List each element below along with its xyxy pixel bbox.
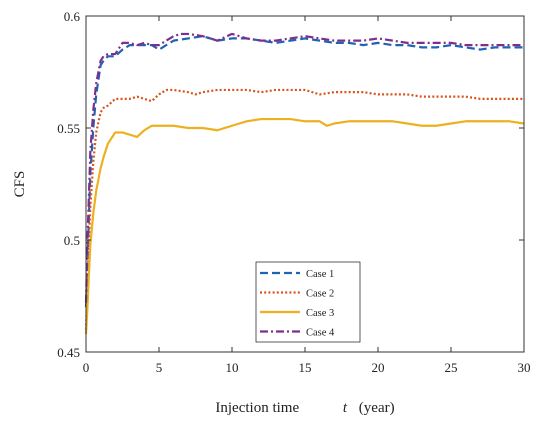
x-axis-label-text: Injection time xyxy=(215,400,299,416)
series-line-3 xyxy=(84,117,525,335)
x-tick-label: 0 xyxy=(83,360,90,375)
legend: Case 1 Case 2 Case 3 Case 4 xyxy=(255,261,361,343)
y-tick-label: 0.55 xyxy=(57,121,80,136)
x-axis-label-variable: t xyxy=(343,400,348,416)
series-layer xyxy=(84,32,525,335)
legend-label-4: Case 4 xyxy=(306,328,335,339)
legend-box xyxy=(255,261,361,343)
x-axis-label-unit: (year) xyxy=(359,400,395,416)
legend-label-2: Case 2 xyxy=(306,289,334,300)
series-line-2 xyxy=(84,88,524,330)
x-axis-label: Injection time t (year) xyxy=(215,400,394,416)
x-tick-label: 20 xyxy=(372,360,385,375)
legend-label-1: Case 1 xyxy=(306,269,334,280)
x-tick-label: 10 xyxy=(226,360,239,375)
series-line-4 xyxy=(84,32,524,303)
x-tick-label: 25 xyxy=(445,360,458,375)
x-tick-label: 15 xyxy=(299,360,312,375)
y-tick-label: 0.6 xyxy=(64,9,81,24)
legend-label-3: Case 3 xyxy=(306,308,334,319)
y-tick-label: 0.5 xyxy=(64,233,80,248)
series-line-1 xyxy=(84,35,524,308)
x-tick-label: 5 xyxy=(156,360,163,375)
y-axis-label: CFS xyxy=(12,171,28,198)
x-tick-label: 30 xyxy=(518,360,531,375)
ticks-layer: 0 5 10 15 20 25 30 0.45 0.5 0.55 0.6 xyxy=(57,9,530,375)
y-tick-label: 0.45 xyxy=(57,345,80,360)
